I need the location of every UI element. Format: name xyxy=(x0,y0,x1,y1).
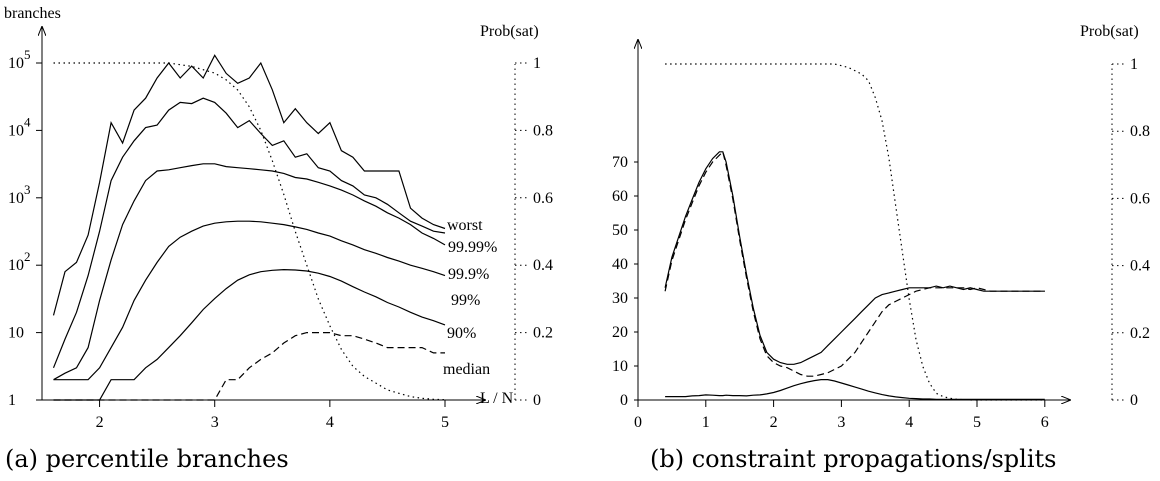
panel-a-chart: branches Prob(sat) L / N (a) percentile … xyxy=(4,5,553,473)
panel-b-caption: (b) constraint propagations/splits xyxy=(650,445,1056,473)
panel-a-x-tick-label: 4 xyxy=(326,414,334,431)
panel-b-y-tick-label: 70 xyxy=(612,154,628,171)
panel-b-y2-tick-label: 0.4 xyxy=(1130,258,1150,275)
panel-a-x-tick-label: 3 xyxy=(211,414,219,431)
panel-b-y2-tick-label: 0.8 xyxy=(1130,123,1150,140)
panel-a-y-tick-label: 104 xyxy=(8,114,31,139)
panel-b-y-tick-label: 0 xyxy=(620,392,628,409)
panel-b-y2-tick-label: 1 xyxy=(1130,56,1138,73)
panel-a-y-tick-label: 1 xyxy=(8,392,16,409)
panel-b-x-tick-label: 5 xyxy=(973,414,981,431)
panel-a-y-tick-label: 102 xyxy=(8,249,31,274)
panel-a-y2-tick-label: 0.2 xyxy=(533,325,553,342)
panel-a-series-label-worst: worst xyxy=(447,217,483,234)
panel-b-y2-tick-label: 0.6 xyxy=(1130,190,1150,207)
panel-a-y2-tick-label: 0.4 xyxy=(533,257,553,274)
panel-b-x-tick-label: 4 xyxy=(905,414,913,431)
panel-b-y-tick-label: 10 xyxy=(612,358,628,375)
panel-a-series-99-9 xyxy=(53,163,446,381)
panel-a-x-axis-label: L / N xyxy=(480,390,514,407)
panel-b-x-tick-label: 6 xyxy=(1041,414,1049,431)
panel-b-series-splits xyxy=(665,379,1045,400)
panel-a-series-prob-sat xyxy=(53,62,446,401)
panel-a-y2-tick-label: 1 xyxy=(533,55,541,72)
panel-a-y2-tick-label: 0.6 xyxy=(533,190,553,207)
panel-b-x-tick-label: 1 xyxy=(702,414,710,431)
panel-a-y-tick-label: 103 xyxy=(8,182,31,207)
panel-b-x-tick-label: 3 xyxy=(837,414,845,431)
panel-a-series-label-99-9: 99.9% xyxy=(448,266,489,283)
panel-a-series-label-median: median xyxy=(443,361,490,378)
panel-b-y2-tick-label: 0 xyxy=(1130,392,1138,409)
panel-b-y2-axis-label: Prob(sat) xyxy=(1080,23,1139,40)
panel-a-series-label-99: 99% xyxy=(451,292,480,309)
panel-a-series-median xyxy=(53,332,445,401)
panel-a-x-tick-label: 2 xyxy=(96,414,104,431)
panel-b-y2-tick-label: 0.2 xyxy=(1130,325,1150,342)
panel-b-series-propagations-dashed xyxy=(664,150,1045,377)
panel-b-chart: Prob(sat) (b) constraint propagations/sp… xyxy=(612,23,1150,473)
panel-a-y2-tick-label: 0 xyxy=(533,392,541,409)
panel-b-y-tick-label: 50 xyxy=(612,222,628,239)
panel-a-y2-tick-label: 0.8 xyxy=(533,122,553,139)
panel-b-y-tick-label: 40 xyxy=(612,256,628,273)
panel-b-x-tick-label: 0 xyxy=(634,414,642,431)
panel-a-series-worst xyxy=(52,54,446,316)
panel-a-x-tick-label: 5 xyxy=(441,414,449,431)
panel-b-x-tick-label: 2 xyxy=(770,414,778,431)
panel-a-series-label-99-99: 99.99% xyxy=(448,239,497,256)
panel-b-y-tick-label: 60 xyxy=(612,188,628,205)
panel-a-caption: (a) percentile branches xyxy=(5,445,289,473)
panel-a-series-99 xyxy=(53,220,446,381)
panel-b-y-tick-label: 20 xyxy=(612,324,628,341)
panel-b-series-prob-sat xyxy=(665,63,1045,401)
panel-a-y-axis-label: branches xyxy=(4,5,61,22)
panel-a-series-99-99 xyxy=(52,97,446,369)
panel-a-y-tick-label: 10 xyxy=(8,325,24,342)
panel-a-y-tick-label: 105 xyxy=(8,47,31,72)
panel-b-series-propagations xyxy=(664,151,1045,365)
panel-a-series-label-90: 90% xyxy=(447,325,476,342)
panel-a-series-90 xyxy=(53,268,446,401)
panel-a-y2-axis-label: Prob(sat) xyxy=(480,23,539,40)
panel-b-y-tick-label: 30 xyxy=(612,290,628,307)
